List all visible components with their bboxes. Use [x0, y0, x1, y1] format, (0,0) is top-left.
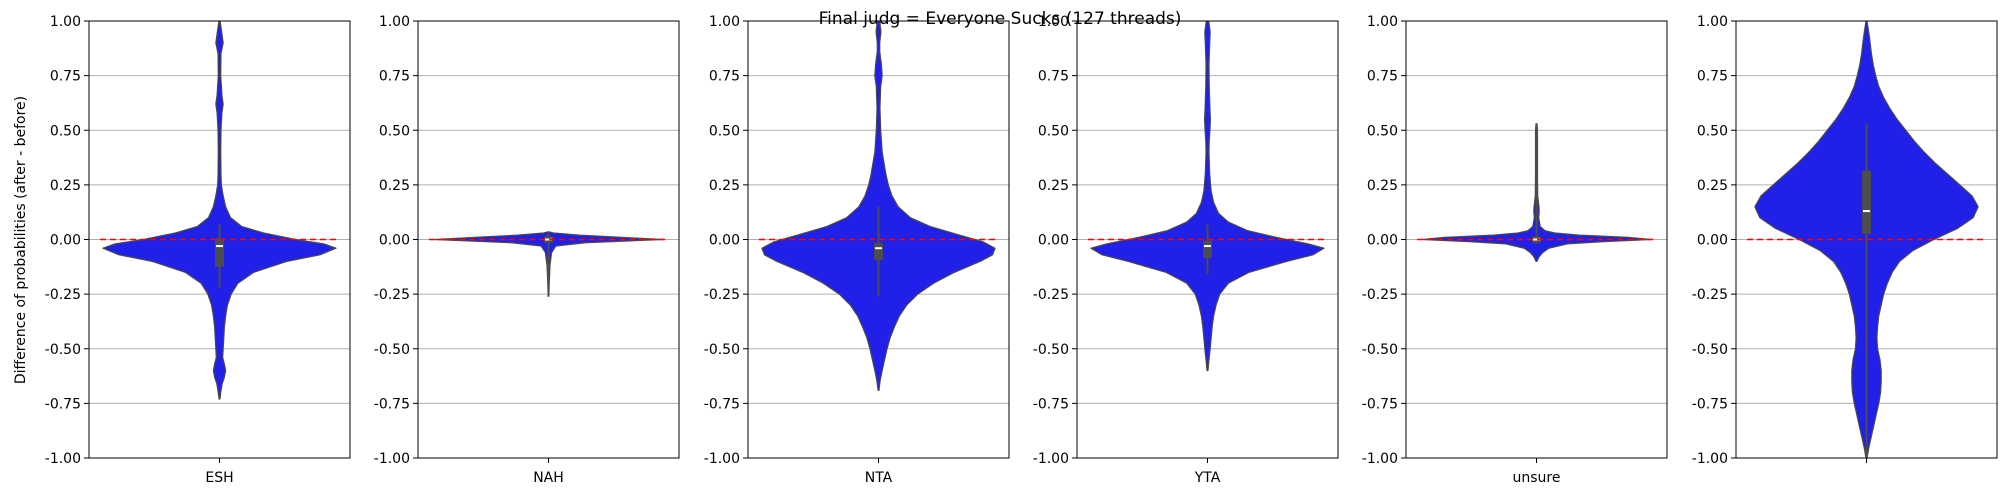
- y-tick-label: -1.00: [1033, 451, 1069, 467]
- violin-panel: -1.00 -0.75 -0.50 -0.25 0.00 0.25 0.50 0.75 1.00…: [1362, 14, 1668, 486]
- y-tick-label: 1.00: [1367, 14, 1398, 30]
- violin-panel: -1.00 -0.75 -0.50 -0.25 0.00 0.25 0.50 0.75 1.00…: [374, 14, 680, 486]
- y-tick-label: 0.75: [379, 69, 410, 85]
- y-tick-label: 0.50: [1367, 123, 1398, 139]
- y-tick-label: 0.00: [1367, 233, 1398, 249]
- y-tick-label: -0.50: [704, 342, 740, 358]
- y-tick-label: 0.25: [1367, 178, 1398, 194]
- violin-iqr-box: [874, 242, 883, 261]
- y-tick-label: -0.50: [374, 342, 410, 358]
- y-tick-label: -0.50: [1692, 342, 1728, 358]
- y-tick-label: 0.25: [1697, 178, 1728, 194]
- y-tick-label: -0.25: [1033, 287, 1069, 303]
- x-category-label: unsure: [1513, 470, 1561, 486]
- y-tick-label: 0.75: [709, 69, 740, 85]
- y-tick-label: 0.25: [379, 178, 410, 194]
- y-tick-label: 0.00: [1697, 233, 1728, 249]
- figure-title: Final judg = Everyone Sucks (127 threads…: [819, 9, 1182, 29]
- violin-body: [761, 21, 996, 391]
- y-tick-label: -0.50: [1033, 342, 1069, 358]
- x-category-label: YTA: [1194, 470, 1221, 486]
- y-tick-label: 0.75: [50, 69, 81, 85]
- y-tick-label: 0.00: [709, 233, 740, 249]
- violin-body: [1090, 21, 1325, 372]
- y-tick-label: 1.00: [1038, 14, 1069, 30]
- y-tick-label: -1.00: [45, 451, 81, 467]
- y-tick-label: -1.00: [374, 451, 410, 467]
- y-tick-label: 0.25: [709, 178, 740, 194]
- y-tick-label: -1.00: [1362, 451, 1398, 467]
- y-tick-label: 0.00: [1038, 233, 1069, 249]
- y-tick-label: -0.50: [45, 342, 81, 358]
- y-tick-label: 1.00: [379, 14, 410, 30]
- violin-body: [102, 21, 337, 400]
- y-tick-label: 0.00: [50, 233, 81, 249]
- x-category-label: NTA: [865, 470, 893, 486]
- y-tick-label: 0.50: [379, 123, 410, 139]
- violin-iqr-box: [1862, 170, 1871, 234]
- y-tick-label: -0.25: [45, 287, 81, 303]
- y-tick-label: 0.75: [1038, 69, 1069, 85]
- violin-iqr-box: [1203, 240, 1212, 258]
- y-tick-label: -0.25: [1362, 287, 1398, 303]
- y-tick-label: 0.75: [1367, 69, 1398, 85]
- y-axis-title: Difference of probabilities (after - bef…: [13, 96, 29, 384]
- panels-group: -1.00 -0.75 -0.50 -0.25 0.00 0.25 0.50 0.75 1.00…: [45, 14, 1998, 486]
- y-tick-label: -0.75: [1033, 396, 1069, 412]
- y-tick-label: 0.25: [50, 178, 81, 194]
- x-category-label: ESH: [205, 470, 233, 486]
- y-tick-label: 0.50: [709, 123, 740, 139]
- y-tick-label: 0.75: [1697, 69, 1728, 85]
- y-tick-label: -0.75: [1362, 396, 1398, 412]
- y-tick-label: 0.25: [1038, 178, 1069, 194]
- y-tick-label: -0.25: [1692, 287, 1728, 303]
- y-tick-label: 1.00: [50, 14, 81, 30]
- y-tick-label: 0.00: [379, 233, 410, 249]
- violin-panel: -1.00 -0.75 -0.50 -0.25 0.00 0.25 0.50 0.75 1.00…: [45, 14, 351, 486]
- violin-panel: -1.00 -0.75 -0.50 -0.25 0.00 0.25 0.50 0.75 1.00…: [1033, 14, 1339, 486]
- y-tick-label: -0.50: [1362, 342, 1398, 358]
- y-tick-label: -1.00: [1692, 451, 1728, 467]
- y-tick-label: -0.25: [704, 287, 740, 303]
- y-tick-label: 0.50: [1697, 123, 1728, 139]
- x-category-label: NAH: [533, 470, 564, 486]
- y-tick-label: -0.75: [1692, 396, 1728, 412]
- violin-panel: -1.00 -0.75 -0.50 -0.25 0.00 0.25 0.50 0.75 1.00: [1692, 14, 1998, 467]
- y-tick-label: 1.00: [709, 14, 740, 30]
- violin-panel: -1.00 -0.75 -0.50 -0.25 0.00 0.25 0.50 0.75 1.00…: [704, 14, 1010, 486]
- y-tick-label: 1.00: [1697, 14, 1728, 30]
- violin-iqr-box: [215, 238, 224, 267]
- y-tick-label: -0.75: [704, 396, 740, 412]
- y-tick-label: 0.50: [1038, 123, 1069, 139]
- y-tick-label: -0.25: [374, 287, 410, 303]
- y-tick-label: -0.75: [45, 396, 81, 412]
- y-tick-label: 0.50: [50, 123, 81, 139]
- y-tick-label: -0.75: [374, 396, 410, 412]
- y-tick-label: -1.00: [704, 451, 740, 467]
